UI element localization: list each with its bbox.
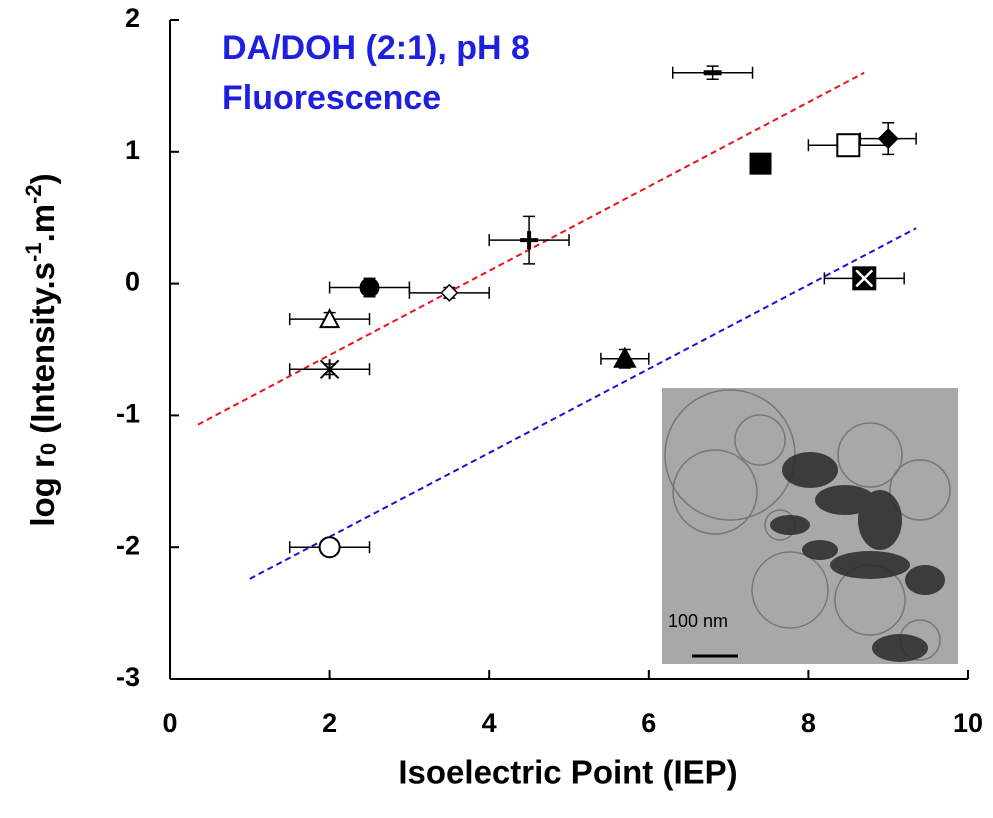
x-axis-label: Isoelectric Point (IEP) <box>398 754 737 791</box>
marker <box>837 134 859 156</box>
y-axis-label: log r0 (Intensity.s-1.m-2) <box>21 173 61 526</box>
y-axis-label-part: -2 <box>21 184 46 204</box>
y-axis-label-part: (Intensity.s <box>24 262 61 443</box>
marker <box>615 349 635 367</box>
marker <box>320 537 340 557</box>
chart-title: DA/DOH (2:1), pH 8 <box>222 29 530 67</box>
y-tick-label: -1 <box>116 399 140 429</box>
x-tick-label: 8 <box>801 708 816 738</box>
y-axis-label-part: .m <box>24 204 61 243</box>
x-tick-label: 6 <box>641 708 656 738</box>
inset-label: 100 nm <box>668 611 728 631</box>
chart-title: Fluorescence <box>222 79 441 117</box>
x-tick-label: 4 <box>482 708 497 738</box>
y-tick-label: -3 <box>116 662 140 692</box>
y-axis-label-part: log r <box>24 455 61 527</box>
x-tick-label: 2 <box>322 708 337 738</box>
y-tick-label: 0 <box>125 267 140 297</box>
y-tick-label: 1 <box>125 135 140 165</box>
y-axis-label-part: ) <box>24 173 61 184</box>
y-tick-label: -2 <box>116 530 140 560</box>
y-axis-label-part: -1 <box>21 242 46 262</box>
x-tick-label: 0 <box>162 708 177 738</box>
y-tick-label: 2 <box>125 3 140 33</box>
marker <box>361 279 379 297</box>
chart: 100 nm DA/DOH (2:1), pH 8 Fluorescence I… <box>0 0 993 818</box>
x-tick-label: 10 <box>953 708 983 738</box>
y-axis-label-part: 0 <box>36 443 61 455</box>
marker <box>751 154 771 174</box>
